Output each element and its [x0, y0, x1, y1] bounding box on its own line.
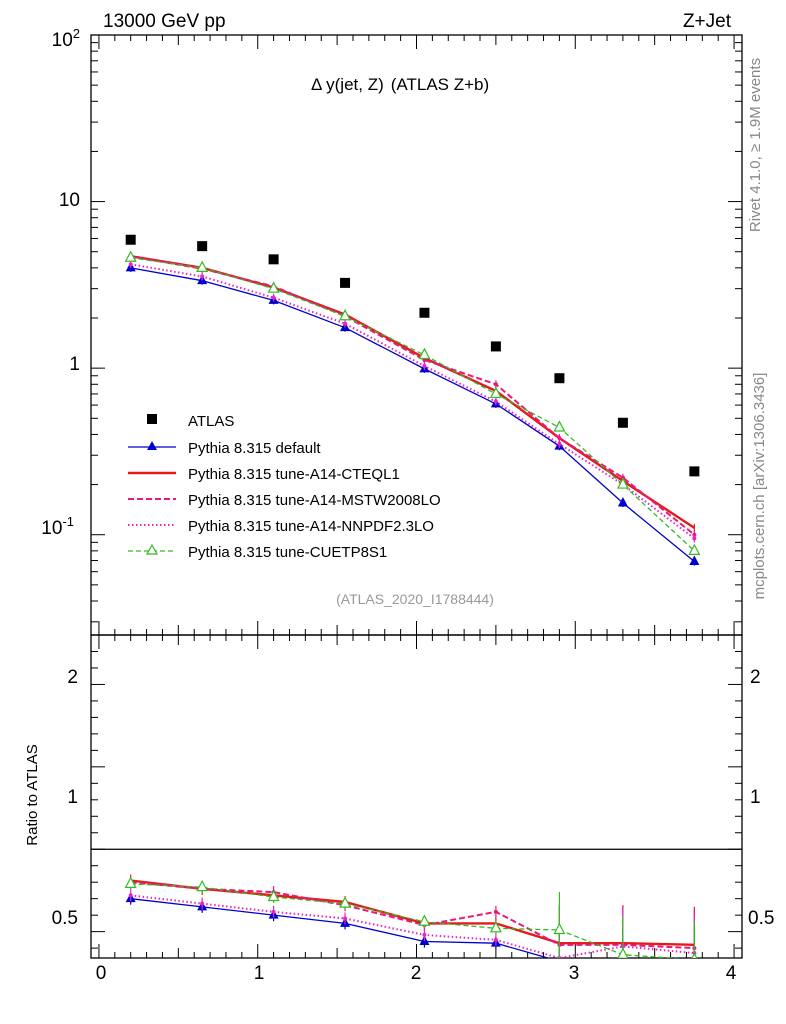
ratio-y-tick-1: 1: [67, 787, 78, 808]
a14_nnpdf-main-marker: [343, 321, 348, 326]
x-tick-3: 3: [569, 963, 580, 984]
cuetp8s1-main-marker: [489, 386, 502, 399]
a14_mstw-main-line: [130, 255, 695, 536]
ratio-y-tick-2: 2: [67, 667, 78, 688]
main-y-tick-100-exp: 2: [73, 26, 80, 41]
main-plot-series: [124, 234, 701, 566]
main-y-tick-0.1: 10-1: [41, 514, 74, 539]
legend-marker-cuetp8s1: [145, 543, 159, 555]
legend-label-a14-cteql1: Pythia 8.315 tune-A14-CTEQL1: [188, 466, 400, 483]
legend-label-a14-nnpdf: Pythia 8.315 tune-A14-NNPDF2.3LO: [188, 518, 434, 535]
atlas-data-point: [554, 373, 565, 384]
main-y-tick-0.1-exp: -1: [62, 514, 74, 529]
cuetp8s1-ratio-marker: [691, 952, 698, 958]
atlas-data-point: [268, 254, 279, 265]
cuetp8s1-main-marker: [553, 420, 566, 432]
a14_nnpdf-ratio-marker: [271, 909, 276, 914]
cuetp8s1-ratio-marker: [553, 922, 566, 935]
legend-label-default: Pythia 8.315 default: [188, 440, 321, 457]
cuetp8s1-ratio-marker: [489, 921, 502, 933]
legend-marker-atlas: [147, 414, 157, 424]
x-tick-0: 0: [96, 963, 107, 984]
ratio-plot-frame: [90, 634, 743, 959]
analysis-id: (ATLAS_2020_I1788444): [336, 591, 494, 607]
cuetp8s1-ratio-line: [130, 883, 680, 958]
cuetp8s1-main-marker: [196, 260, 209, 272]
a14_nnpdf-main-marker: [128, 262, 133, 267]
ratio-y-tick-2-right: 2: [750, 667, 761, 688]
ratio-y-tick-labels: 2 1 0.5 2 1 0.5: [52, 667, 775, 929]
a14_nnpdf-main-marker: [200, 274, 205, 279]
a14_nnpdf-ratio-line: [130, 894, 695, 958]
atlas-data-point: [490, 341, 501, 352]
cuetp8s1-main-marker: [616, 477, 629, 489]
a14_nnpdf-main-marker: [493, 399, 498, 404]
main-y-tick-100: 102: [52, 26, 80, 51]
a14_cteql1-main-line: [130, 255, 696, 529]
a14_nnpdf-ratio-marker: [200, 901, 205, 906]
legend-label-cuetp8s1: Pythia 8.315 tune-CUETP8S1: [188, 544, 387, 561]
a14_mstw-main-marker: [557, 436, 562, 441]
axis-ticks: [91, 35, 742, 958]
cuetp8s1-ratio-marker: [339, 896, 352, 908]
main-y-tick-labels: 102 10 1 10-1: [41, 26, 80, 539]
side-label-site: mcplots.cern.ch [arXiv:1306.3436]: [751, 373, 768, 600]
side-label-rivet: Rivet 4.1.0, ≥ 1.9M events: [747, 58, 764, 232]
cuetp8s1-main-marker: [339, 308, 352, 321]
x-tick-2: 2: [411, 963, 422, 984]
ratio-y-tick-1-right: 1: [750, 787, 761, 808]
ratio-y-tick-0.5-right: 0.5: [748, 908, 774, 929]
main-y-tick-10: 10: [59, 190, 80, 211]
cuetp8s1-ratio-marker: [124, 876, 137, 888]
legend-label-atlas: ATLAS: [188, 413, 234, 430]
header-left: 13000 GeV pp: [103, 11, 226, 32]
ratio-plot-series: [124, 874, 699, 969]
a14_mstw-ratio-marker: [493, 909, 498, 914]
cuetp8s1-main-marker: [124, 250, 137, 262]
atlas-data-point: [197, 241, 208, 252]
x-tick-4: 4: [726, 963, 737, 984]
cuetp8s1-ratio-marker: [267, 889, 280, 902]
ratio-ylabel: Ratio to ATLAS: [24, 744, 41, 845]
a14_mstw-main-marker: [493, 382, 498, 387]
cuetp8s1-main-marker: [267, 281, 280, 293]
ratio-x-tick-labels: 0 1 2 3 4: [96, 963, 737, 984]
atlas-data-point: [689, 466, 700, 477]
main-y-tick-1: 1: [69, 354, 80, 375]
x-tick-1: 1: [254, 963, 265, 984]
main-title: Δ y(jet, Z) (ATLAS Z+b): [311, 75, 489, 94]
a14_nnpdf-main-marker: [692, 536, 697, 541]
default-main-marker: [689, 555, 700, 566]
legend: ATLAS Pythia 8.315 default Pythia 8.315 …: [128, 413, 441, 561]
a14_nnpdf-main-marker: [422, 364, 427, 369]
cuetp8s1-main-marker: [688, 543, 701, 555]
atlas-data-point: [617, 417, 628, 428]
legend-marker-default: [147, 441, 157, 450]
a14_nnpdf-ratio-marker: [343, 916, 348, 921]
a14_nnpdf-ratio-marker: [128, 893, 133, 898]
ratio-y-tick-0.5: 0.5: [52, 908, 78, 929]
atlas-data-point: [125, 234, 136, 245]
a14_nnpdf-ratio-marker: [493, 937, 498, 942]
default-ratio-marker: [689, 959, 699, 969]
cuetp8s1-ratio-marker: [418, 914, 431, 926]
legend-label-a14-mstw: Pythia 8.315 tune-A14-MSTW2008LO: [188, 492, 441, 509]
cuetp8s1-main-marker: [418, 347, 431, 360]
main-title-var: Δ y(jet, Z): [311, 75, 384, 94]
default-main-marker: [617, 497, 628, 507]
a14_nnpdf-main-marker: [271, 295, 276, 300]
main-title-suffix: (ATLAS Z+b): [391, 75, 489, 94]
a14_nnpdf-main-marker: [557, 442, 562, 447]
header-right: Z+Jet: [683, 11, 732, 32]
atlas-data-point: [419, 307, 430, 318]
cuetp8s1-ratio-marker: [617, 947, 629, 958]
cuetp8s1-ratio-marker: [196, 879, 209, 892]
a14_nnpdf-ratio-marker: [422, 932, 427, 937]
atlas-data-point: [340, 277, 351, 288]
cuetp8s1-main-line: [130, 257, 695, 552]
